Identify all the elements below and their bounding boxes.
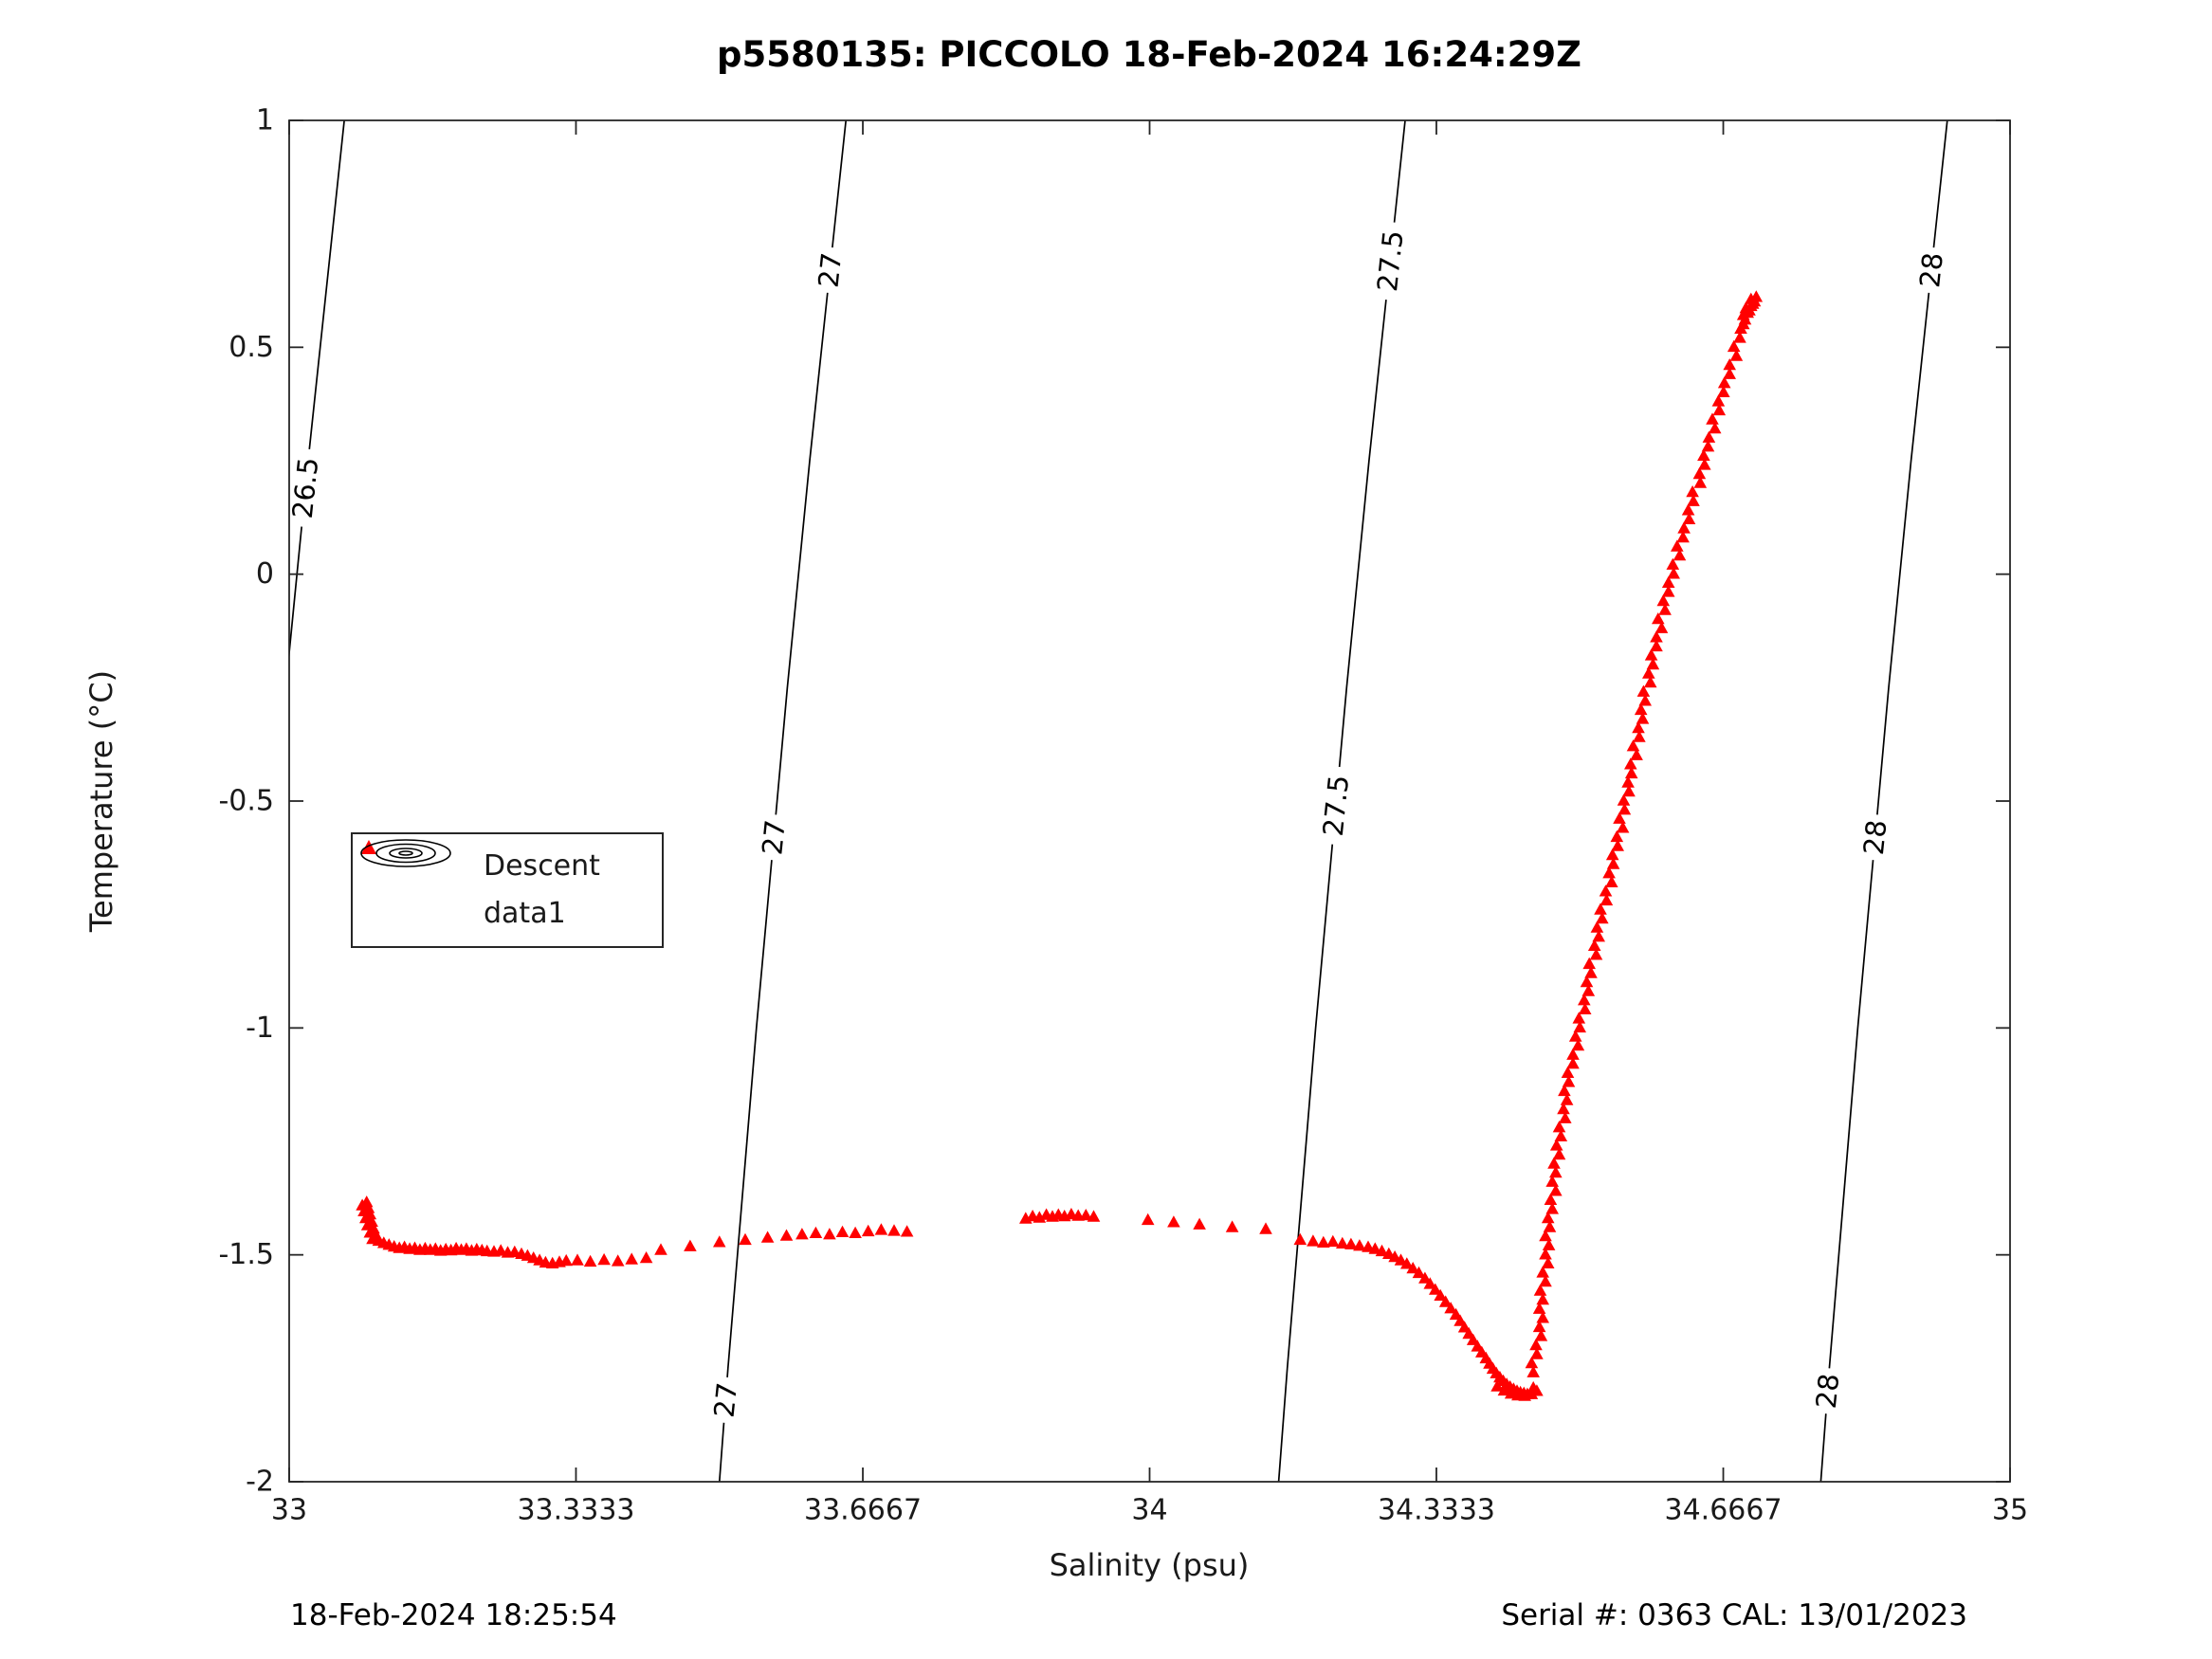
contour-labels: 26.5 27 27 27 27.5 27.5 28 28 28 — [283, 220, 1951, 1425]
svg-text:28: 28 — [1913, 251, 1949, 289]
svg-text:0: 0 — [256, 557, 274, 591]
svg-text:35: 35 — [1992, 1494, 2028, 1527]
svg-text:33.6667: 33.6667 — [804, 1494, 922, 1527]
footer-datetime: 18-Feb-2024 18:25:54 — [290, 1598, 617, 1632]
svg-text:-1.5: -1.5 — [218, 1238, 274, 1271]
legend-item-descent[interactable]: Descent — [353, 840, 662, 884]
svg-text:33.3333: 33.3333 — [517, 1494, 634, 1527]
svg-text:0.5: 0.5 — [229, 331, 274, 364]
density-contours — [289, 120, 1948, 1482]
svg-text:28: 28 — [1810, 1372, 1846, 1410]
descent-markers — [356, 290, 1764, 1401]
legend-item-data1[interactable]: data1 — [353, 839, 662, 930]
chart-title: p5580135: PICCOLO 18-Feb-2024 16:24:29Z — [717, 34, 1581, 75]
svg-text:27.5: 27.5 — [1317, 774, 1356, 838]
svg-text:27: 27 — [813, 251, 849, 289]
svg-text:-2: -2 — [246, 1466, 274, 1499]
svg-text:28: 28 — [1857, 818, 1893, 856]
svg-text:-1: -1 — [246, 1012, 274, 1045]
y-axis-label: Temperature (°C) — [83, 670, 119, 933]
svg-text:1: 1 — [256, 104, 274, 137]
legend-label-data1: data1 — [484, 896, 566, 930]
legend-label-descent: Descent — [484, 849, 600, 884]
svg-text:33: 33 — [271, 1494, 307, 1527]
axes-box — [288, 119, 2011, 1483]
legend[interactable]: Descent data1 — [351, 832, 664, 948]
svg-text:34.3333: 34.3333 — [1378, 1494, 1495, 1527]
svg-text:27: 27 — [707, 1381, 743, 1419]
svg-text:26.5: 26.5 — [286, 456, 325, 520]
svg-text:27: 27 — [756, 818, 792, 856]
axis-ticks-and-labels: 33 33.3333 33.6667 34 34.3333 34.6667 35 -2 -1.5… — [218, 104, 2028, 1527]
footer-serial-cal: Serial #: 0363 CAL: 13/01/2023 — [1501, 1598, 1967, 1632]
svg-text:-0.5: -0.5 — [218, 785, 274, 818]
plot-canvas: 26.5 27 27 27 27.5 27.5 28 28 28 33 33.3333 33.6667… — [218, 104, 2028, 1527]
x-axis-label: Salinity (psu) — [1050, 1547, 1250, 1583]
svg-text:34: 34 — [1131, 1494, 1167, 1527]
svg-text:27.5: 27.5 — [1371, 229, 1410, 294]
svg-text:34.6667: 34.6667 — [1664, 1494, 1782, 1527]
